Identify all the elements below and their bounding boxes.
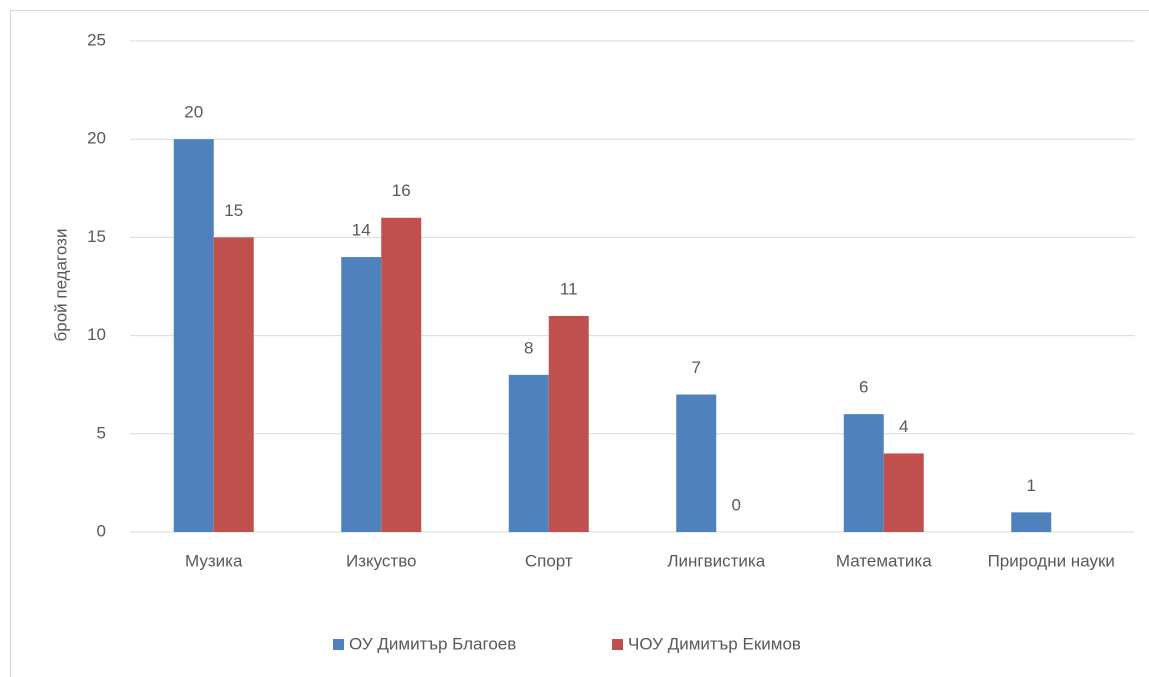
y-tick-label: 20 [87,129,106,148]
data-label: 7 [692,358,701,377]
y-axis-label: брой педагози [51,229,70,342]
x-tick-label: Изкуство [346,551,417,570]
y-tick-label: 10 [87,325,106,344]
bar [381,217,422,532]
bar [883,453,924,532]
bar [173,139,214,532]
data-label: 1 [1027,476,1036,495]
x-tick-label: Музика [185,551,243,570]
x-tick-label: Математика [836,551,932,570]
data-label: 20 [184,103,203,122]
bar [676,394,717,532]
y-tick-label: 0 [97,521,106,540]
legend-swatch [612,639,623,650]
bar [341,257,382,532]
x-tick-label: Лингвистика [667,551,765,570]
bar [843,414,884,532]
legend-swatch [333,639,344,650]
data-label: 14 [352,221,371,240]
legend-label: ОУ Димитър Благоев [349,634,516,653]
y-tick-label: 25 [87,30,106,49]
x-tick-label: Природни науки [988,551,1115,570]
data-label: 0 [732,495,741,514]
x-tick-label: Спорт [525,551,573,570]
bar [1011,512,1052,532]
data-label: 11 [560,279,578,298]
data-label: 16 [392,181,411,200]
data-label: 15 [224,201,243,220]
data-label: 8 [524,338,533,357]
bar [548,315,589,532]
bar [213,237,254,532]
y-tick-label: 5 [97,423,106,442]
y-tick-label: 15 [87,227,106,246]
data-label: 4 [899,417,908,436]
legend-label: ЧОУ Димитър Екимов [628,634,801,653]
bar [508,374,549,532]
chart-frame [10,10,1149,677]
data-label: 6 [859,378,868,397]
